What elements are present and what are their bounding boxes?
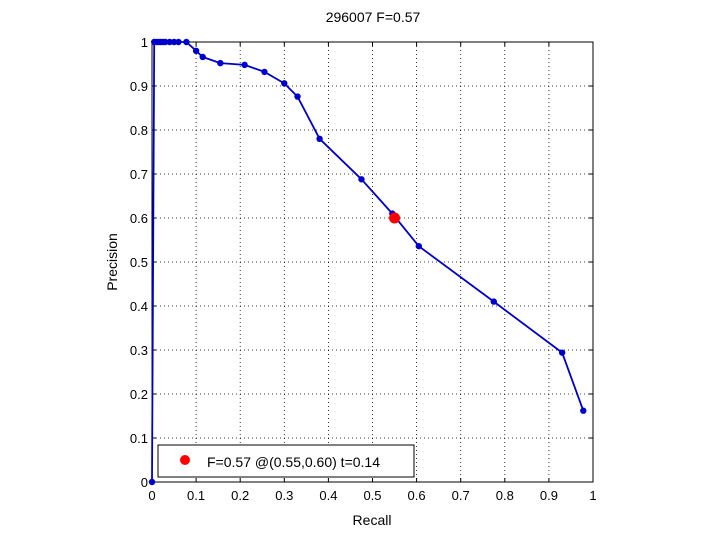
x-tick-label: 0.5 [363,488,381,503]
legend-box [157,444,415,478]
data-point [199,53,206,61]
data-point [415,242,423,250]
data-point [316,135,323,142]
data-point [148,478,156,486]
data-point [162,38,169,46]
data-point [183,38,190,46]
y-tick-label: 0.7 [130,167,148,182]
y-tick-label: 0.9 [130,79,148,94]
data-point [281,80,288,87]
y-tick-label: 0.8 [130,123,148,138]
data-point [241,61,248,69]
axis-ticks [151,41,594,483]
y-tick-label: 0.5 [130,255,148,270]
x-tick-label: 0 [148,488,155,503]
y-tick-label: 0.2 [130,387,148,402]
series-group [148,38,587,486]
x-tick-label: 0.9 [540,488,558,503]
x-tick-label: 0.8 [496,488,514,503]
chart-title: 296007 F=0.57 [326,9,421,25]
x-tick-label: 0.2 [231,488,249,503]
y-tick-label: 0.3 [130,343,148,358]
data-point [490,298,497,305]
legend: F=0.57 @(0.55,0.60) t=0.14 [157,444,415,478]
legend-marker [180,455,190,465]
y-tick-labels: 0 0.1 0.2 0.3 0.4 0.5 0.6 0.7 0.8 0.9 1 [130,35,148,490]
y-tick-label: 1 [141,35,148,50]
x-axis-label: Recall [353,512,392,528]
x-tick-label: 0.1 [187,488,205,503]
x-tick-label: 0.6 [408,488,426,503]
data-point [192,47,200,54]
data-point [166,38,173,46]
data-point [217,59,224,67]
data-point [261,68,268,76]
y-tick-label: 0.4 [130,299,148,314]
data-point [170,38,178,46]
best-f-point [389,212,401,224]
x-tick-label: 0.4 [319,488,337,503]
grid [152,42,593,482]
legend-label: F=0.57 @(0.55,0.60) t=0.14 [207,454,380,470]
y-tick-label: 0 [141,475,148,490]
y-axis-label: Precision [104,233,120,291]
data-point [175,38,182,46]
data-point [358,176,365,183]
x-tick-labels: 0 0.1 0.2 0.3 0.4 0.5 0.6 0.7 0.8 0.9 1 [148,488,596,503]
y-tick-label: 0.1 [130,431,148,446]
x-tick-label: 0.7 [452,488,470,503]
data-point [294,93,301,100]
x-tick-label: 0.3 [275,488,293,503]
data-point [580,407,587,414]
data-point [558,349,566,356]
y-tick-label: 0.6 [130,211,148,226]
x-tick-label: 1 [589,488,596,503]
